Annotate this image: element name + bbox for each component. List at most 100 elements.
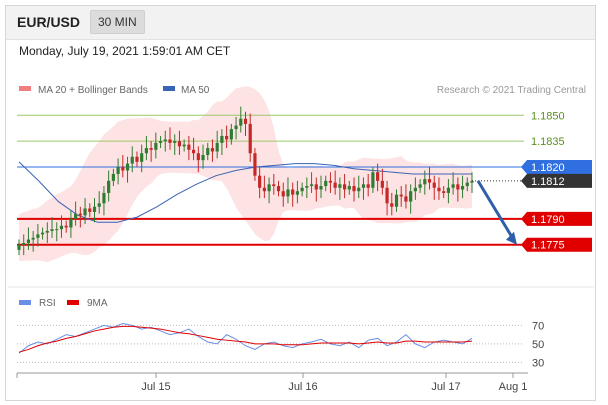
candle-body (352, 186, 356, 192)
candle-body (163, 139, 167, 142)
candle-body (102, 192, 106, 204)
candle-body (220, 135, 224, 143)
level-1.1775-tag-label: 1.1775 (531, 240, 565, 252)
candle-body (107, 180, 111, 193)
candle-body (116, 167, 120, 174)
candle-body (215, 142, 219, 152)
candle-body (158, 141, 163, 143)
candle-body (253, 153, 257, 176)
candle-body (36, 234, 40, 238)
candle-body (59, 225, 64, 230)
candle-body (243, 118, 248, 124)
rsi-legend-swatch (19, 300, 31, 305)
candle-body (380, 180, 384, 188)
candle-body (276, 186, 281, 192)
candle-body (357, 187, 361, 192)
datetime-label: Monday, July 19, 2021 1:59:01 AM CET (19, 44, 231, 58)
candle-body (31, 237, 35, 240)
candle-body (248, 123, 252, 154)
candle-body (135, 156, 139, 162)
price-levels (17, 114, 524, 246)
bollinger-legend-swatch (19, 86, 31, 91)
candle-body (427, 179, 432, 183)
candle-body (69, 218, 73, 228)
candle-body (26, 239, 31, 244)
candle-body (229, 129, 233, 140)
candle-body (45, 230, 49, 233)
rsi-tick-70: 70 (532, 320, 544, 332)
candle-body (111, 173, 115, 181)
rsi-line (18, 323, 473, 354)
projection-arrow (476, 180, 517, 245)
candle-body (50, 229, 54, 231)
rsi-legend-label: RSI (39, 298, 56, 309)
candle-body (394, 194, 399, 207)
candle-body (196, 153, 200, 161)
candle-body (314, 184, 318, 190)
timeframe-button[interactable]: 30 MIN (90, 10, 145, 34)
x-tick-label: Jul 17 (431, 381, 460, 393)
candle-body (187, 144, 191, 150)
candle-body (40, 232, 45, 235)
candle-body (324, 180, 328, 187)
candle-body (446, 187, 451, 193)
candle-body (333, 182, 337, 188)
candle-body (173, 141, 177, 143)
candle-body (451, 184, 455, 188)
candle-body (258, 175, 262, 188)
candle-body (347, 186, 351, 190)
candle-body (319, 186, 323, 190)
candle-body (239, 118, 243, 126)
candle-body (409, 191, 413, 202)
candle-body (305, 186, 309, 188)
rsi-ma-legend-swatch (67, 300, 79, 305)
candle-body (125, 163, 130, 171)
candle-body (437, 187, 441, 192)
rsi-tick-30: 30 (532, 357, 544, 369)
candle-body (74, 213, 78, 219)
symbol-title: EUR/USD (17, 14, 81, 30)
chart-header: EUR/USD 30 MIN (6, 6, 595, 40)
rsi-ma-line (18, 325, 473, 353)
candle-body (234, 125, 238, 130)
candle-body (432, 182, 436, 188)
bollinger-band-area (19, 86, 472, 263)
candle-body (404, 196, 408, 202)
candle-body (55, 229, 59, 231)
candle-body (442, 191, 446, 193)
arrow-shaft (476, 180, 515, 240)
x-axis-ticks: Jul 15 Jul 16 Jul 17 Aug 1 (16, 373, 527, 393)
candle-body (423, 179, 427, 185)
level-1.1850-tag-label: 1.1850 (531, 110, 565, 122)
level-1.1790-tag-bg (521, 211, 592, 226)
bollinger-legend-label: MA 20 + Bollinger Bands (38, 85, 148, 96)
ma50-legend-swatch (163, 86, 175, 91)
level-1.1820-tag-bg (521, 160, 592, 175)
candle-body (300, 187, 304, 192)
candle-body (376, 172, 380, 181)
candle-body (328, 180, 333, 183)
candle-body (177, 141, 182, 147)
candle-body (295, 191, 300, 195)
chart-frame (5, 5, 596, 401)
x-tick-label: Jul 15 (141, 381, 170, 393)
watermark: Research © 2021 Trading Central (437, 85, 586, 96)
rsi-tick-50: 50 (532, 339, 544, 351)
candle-body (97, 203, 101, 207)
candle-body (22, 243, 26, 245)
candle-body (121, 167, 125, 171)
candle-body (390, 203, 394, 207)
candle-body (210, 148, 215, 152)
level-1.1775-tag-bg (521, 237, 592, 252)
candle-body (456, 184, 460, 190)
rsi-ma-legend-label: 9MA (87, 298, 108, 309)
candle-body (371, 172, 375, 188)
candle-body (83, 208, 87, 216)
candle-body (281, 191, 285, 197)
candle-body (470, 180, 474, 183)
candle-body (338, 184, 342, 188)
last-price-tag-label: 1.1812 (531, 176, 565, 188)
candle-body (361, 184, 366, 188)
candle-body (342, 184, 347, 190)
